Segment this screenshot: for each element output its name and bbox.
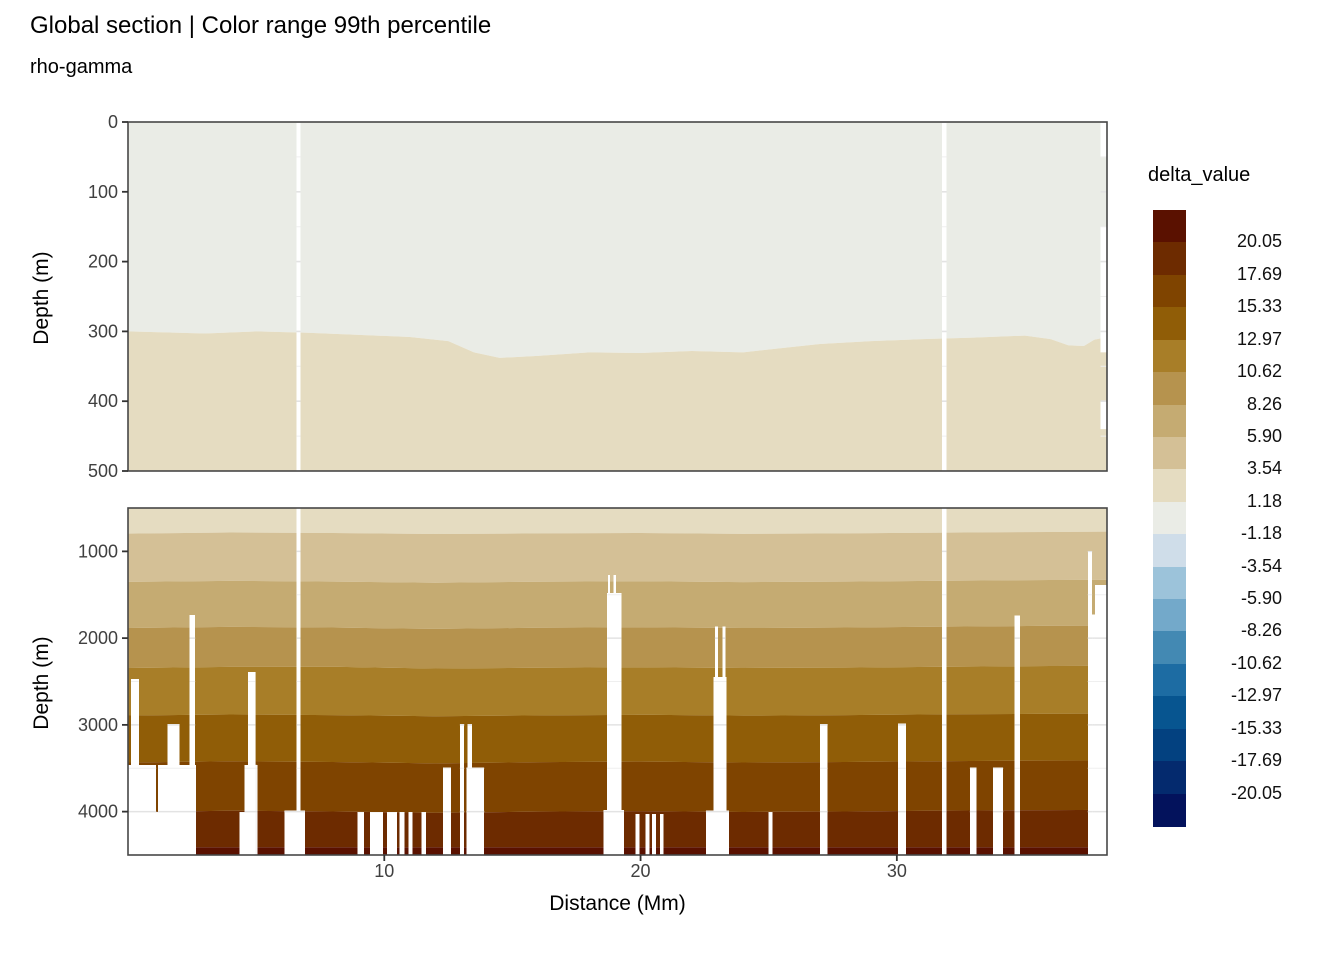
- legend-color-cell: [1153, 728, 1186, 762]
- missing-data-gap: [421, 812, 426, 855]
- lower-panel: 1000 2000 3000 4000 10 20 30: [78, 507, 1108, 881]
- missing-data-gap: [659, 814, 664, 855]
- legend-title: delta_value: [1148, 164, 1251, 186]
- missing-data-gap: [705, 810, 729, 855]
- missing-data-gap: [613, 574, 616, 855]
- missing-data-gap: [370, 812, 384, 855]
- y-tick-label: 4000: [78, 802, 118, 822]
- upper-band-positive: [128, 331, 1107, 471]
- legend-color-cell: [1153, 339, 1186, 373]
- legend-label: -20.05: [1230, 782, 1282, 803]
- x-tick-label: 20: [631, 861, 651, 881]
- legend-color-cell: [1153, 242, 1186, 276]
- y-tick-label: 100: [88, 182, 118, 202]
- missing-data-gap: [239, 812, 255, 855]
- legend-color-cell: [1153, 404, 1186, 438]
- legend-color-cell: [1153, 566, 1186, 600]
- legend-label: 10.62: [1236, 361, 1282, 382]
- missing-data-gap: [399, 812, 405, 855]
- legend-color-cell: [1153, 210, 1186, 244]
- x-tick-label: 10: [374, 861, 394, 881]
- missing-data-gap: [1087, 550, 1093, 855]
- legend-color-cell: [1153, 631, 1186, 665]
- missing-data-gap: [608, 574, 610, 855]
- legend-color-cell: [1153, 663, 1186, 697]
- y-tick-label: 400: [88, 391, 118, 411]
- legend-label: 8.26: [1246, 393, 1282, 414]
- legend-label: -12.97: [1230, 685, 1282, 706]
- legend-label: -8.26: [1240, 620, 1282, 641]
- legend-label: 1.18: [1246, 490, 1282, 511]
- legend-label: -15.33: [1230, 717, 1282, 738]
- depth-band: [128, 508, 1107, 535]
- y-axis-title-upper: Depth (m): [30, 251, 53, 345]
- page-subtitle: rho-gamma: [30, 56, 133, 78]
- legend-label: -1.18: [1240, 523, 1282, 544]
- missing-data-gap: [1014, 615, 1020, 855]
- y-tick-label: 2000: [78, 628, 118, 648]
- legend-color-cell: [1153, 599, 1186, 633]
- missing-data-gap: [1094, 585, 1107, 855]
- panel-border-upper: [127, 121, 1108, 472]
- legend-color-cell: [1153, 696, 1186, 730]
- legend-color-cell: [1153, 274, 1186, 308]
- missing-data-gap: [898, 723, 906, 855]
- upper-band-near-zero: [128, 122, 1107, 358]
- x-tick-label: 30: [887, 861, 907, 881]
- legend-label: -3.54: [1240, 555, 1282, 576]
- y-tick-label: 1000: [78, 541, 118, 561]
- legend-color-cell: [1153, 436, 1186, 470]
- data-fragment: [1099, 352, 1107, 402]
- upper-panel: 0 100 200 300 400 500: [88, 112, 1108, 481]
- legend-label: -10.62: [1230, 652, 1282, 673]
- missing-data-gap: [408, 812, 413, 855]
- missing-data-gap: [1092, 614, 1095, 855]
- legend-color-cell: [1153, 469, 1186, 503]
- missing-data-gap: [357, 812, 364, 855]
- legend-label: 15.33: [1236, 296, 1282, 317]
- missing-data-gap: [189, 615, 196, 855]
- missing-data-gap: [284, 810, 305, 855]
- y-tick-label: 200: [88, 252, 118, 272]
- legend-color-cell: [1153, 534, 1186, 568]
- missing-data-gap: [128, 812, 196, 855]
- missing-data-gap: [768, 812, 773, 855]
- missing-data-gap: [386, 812, 398, 855]
- legend-color-cell: [1153, 793, 1186, 827]
- legend-label: 3.54: [1246, 458, 1282, 479]
- legend-color-cell: [1153, 307, 1186, 341]
- legend-label: 17.69: [1236, 263, 1282, 284]
- legend-colorbar: 20.05 17.69 15.33 12.97 10.62 8.26 5.90 3.54 1.1…: [1153, 210, 1293, 828]
- legend-color-cell: [1153, 761, 1186, 795]
- legend-label: 5.90: [1246, 425, 1282, 446]
- depth-band: [128, 531, 1107, 583]
- legend-label: -17.69: [1230, 750, 1282, 771]
- missing-data-gap: [247, 671, 256, 855]
- legend-label: 20.05: [1236, 231, 1282, 252]
- legend-color-cell: [1153, 372, 1186, 406]
- y-axis-title-lower: Depth (m): [30, 636, 53, 730]
- missing-data-gap: [459, 724, 465, 855]
- legend-label: 12.97: [1236, 328, 1282, 349]
- y-tick-label: 500: [88, 461, 118, 481]
- legend-label: -5.90: [1240, 588, 1282, 609]
- missing-data-gap: [652, 814, 656, 855]
- y-tick-label: 0: [108, 112, 118, 132]
- missing-data-gap: [819, 724, 828, 855]
- legend-color-cell: [1153, 501, 1186, 535]
- page-title: Global section | Color range 99th percen…: [30, 12, 492, 39]
- missing-data-gap: [645, 814, 650, 855]
- x-axis-title: Distance (Mm): [549, 892, 686, 915]
- data-fragment: [1099, 429, 1107, 471]
- legend-colorbar-bar: [1153, 210, 1186, 827]
- y-tick-label: 300: [88, 321, 118, 341]
- y-tick-label: 3000: [78, 715, 118, 735]
- panel-border-lower: [127, 507, 1108, 856]
- missing-data-gap: [635, 814, 640, 855]
- missing-data-gap: [603, 809, 624, 855]
